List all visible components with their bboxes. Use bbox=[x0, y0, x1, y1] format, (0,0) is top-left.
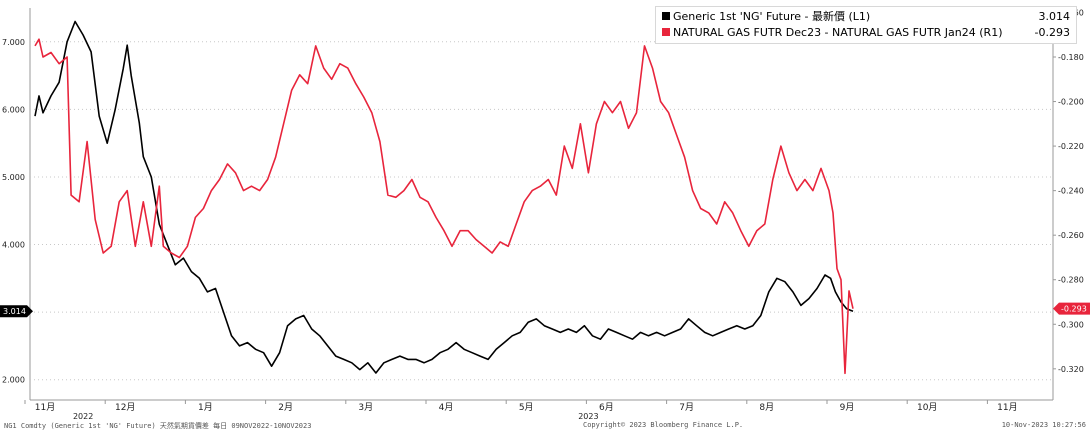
x-tick-label: 12月 bbox=[115, 402, 135, 413]
x-tick-label: 6月 bbox=[599, 402, 614, 413]
right-last-value-tag bbox=[1053, 302, 1090, 315]
legend-value: -0.293 bbox=[1034, 26, 1070, 39]
left-tick-label: 7.000 bbox=[2, 38, 25, 47]
footer-source: NG1 Comdty (Generic 1st 'NG' Future) 天然氣… bbox=[4, 422, 312, 430]
left-tick-label: 5.000 bbox=[2, 173, 25, 182]
right-tick-label: -0.200 bbox=[1058, 98, 1084, 107]
x-tick-label: 3月 bbox=[358, 402, 373, 413]
x-tick-label: 1月 bbox=[198, 402, 213, 413]
year-label: 2022 bbox=[73, 412, 93, 421]
x-tick-label: 9月 bbox=[840, 402, 855, 413]
last-value-markers: 3.014 -0.293 bbox=[0, 302, 1090, 318]
x-tick-label: 10月 bbox=[917, 402, 937, 413]
right-tick-label: -0.240 bbox=[1058, 187, 1084, 196]
right-last-value-label: -0.293 bbox=[1061, 305, 1087, 314]
right-tick-label: -0.220 bbox=[1058, 142, 1084, 151]
x-tick-label: 5月 bbox=[519, 402, 534, 413]
left-tick-label: 4.000 bbox=[2, 241, 25, 250]
right-tick-label: -0.280 bbox=[1058, 276, 1084, 285]
x-tick-label: 4月 bbox=[439, 402, 454, 413]
footer-timestamp: 10-Nov-2023 10:27:56 bbox=[1001, 421, 1086, 429]
legend-label: NATURAL GAS FUTR Dec23 - NATURAL GAS FUT… bbox=[673, 26, 1003, 39]
x-tick-label: 11月 bbox=[997, 402, 1017, 413]
right-tick-label: -0.300 bbox=[1058, 320, 1084, 329]
x-tick-label: 7月 bbox=[679, 402, 694, 413]
legend-label: Generic 1st 'NG' Future - 最新價 (L1) bbox=[673, 10, 871, 23]
year-label: 2023 bbox=[578, 412, 598, 421]
legend-swatch-black bbox=[662, 12, 670, 20]
chart-legend: Generic 1st 'NG' Future - 最新價 (L1) 3.014… bbox=[655, 6, 1077, 44]
series-line-spread bbox=[34, 38, 854, 375]
x-tick-label: 2月 bbox=[278, 402, 293, 413]
x-axis: 11月 12月 1月 2月 3月 4月 5月 6月 7月 8月 9月 10月 11月 2022 2023 bbox=[24, 400, 1018, 421]
x-tick-label: 8月 bbox=[759, 402, 774, 413]
right-tick-label: -0.180 bbox=[1058, 53, 1084, 62]
x-tick-label: 11月 bbox=[35, 402, 55, 413]
left-last-value-tag bbox=[0, 305, 33, 318]
right-tick-label: -0.260 bbox=[1058, 231, 1084, 240]
series-layer bbox=[34, 20, 854, 375]
right-axis: -0.320 -0.300 -0.280 -0.260 -0.240 -0.220 -0.2… bbox=[1053, 8, 1084, 374]
legend-entry-spread: NATURAL GAS FUTR Dec23 - NATURAL GAS FUT… bbox=[662, 25, 1072, 41]
left-tick-label: 6.000 bbox=[2, 105, 25, 114]
legend-entry-ng-future: Generic 1st 'NG' Future - 最新價 (L1) 3.014 bbox=[662, 9, 1072, 25]
legend-value: 3.014 bbox=[1038, 10, 1071, 23]
footer-copyright: Copyright© 2023 Bloomberg Finance L.P. bbox=[583, 421, 744, 429]
legend-swatch-red bbox=[662, 28, 670, 36]
left-last-value-label: 3.014 bbox=[3, 307, 26, 316]
left-tick-label: 2.000 bbox=[2, 376, 25, 385]
right-tick-label: -0.320 bbox=[1058, 365, 1084, 374]
grid-lines bbox=[29, 8, 1054, 401]
